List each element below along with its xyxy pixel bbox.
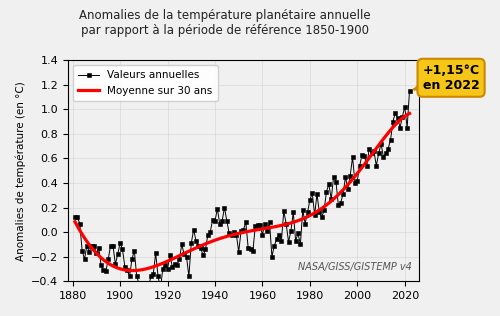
Line: Moyenne sur 30 ans: Moyenne sur 30 ans — [75, 113, 409, 270]
Text: +1,15°C
en 2022: +1,15°C en 2022 — [414, 64, 480, 92]
Moyenne sur 30 ans — [270, 225, 276, 229]
Legend: Valeurs annuelles, Moyenne sur 30 ans: Valeurs annuelles, Moyenne sur 30 ans — [73, 65, 218, 101]
Valeurs annuelles — [406, 89, 412, 93]
Valeurs annuelles — [250, 249, 256, 252]
Moyenne sur 30 ans — [324, 202, 330, 206]
Valeurs annuelles — [236, 250, 242, 254]
Moyenne sur 30 ans — [130, 269, 136, 272]
Valeurs annuelles — [371, 149, 377, 153]
Moyenne sur 30 ans — [72, 220, 78, 224]
Y-axis label: Anomalies de température (en °C): Anomalies de température (en °C) — [15, 81, 26, 261]
Valeurs annuelles — [286, 240, 292, 244]
Moyenne sur 30 ans — [224, 234, 230, 238]
Valeurs annuelles — [292, 239, 298, 243]
Valeurs annuelles — [72, 216, 78, 219]
Moyenne sur 30 ans — [296, 218, 302, 222]
Moyenne sur 30 ans — [406, 112, 412, 115]
Valeurs annuelles — [158, 287, 164, 290]
Text: Anomalies de la température planétaire annuelle
par rapport à la période de réfé: Anomalies de la température planétaire a… — [79, 9, 371, 38]
Moyenne sur 30 ans — [132, 269, 138, 272]
Moyenne sur 30 ans — [158, 262, 164, 266]
Text: NASA/GISS/GISTEMP v4: NASA/GISS/GISTEMP v4 — [298, 262, 412, 272]
Valeurs annuelles — [176, 257, 182, 261]
Line: Valeurs annuelles: Valeurs annuelles — [73, 89, 411, 291]
